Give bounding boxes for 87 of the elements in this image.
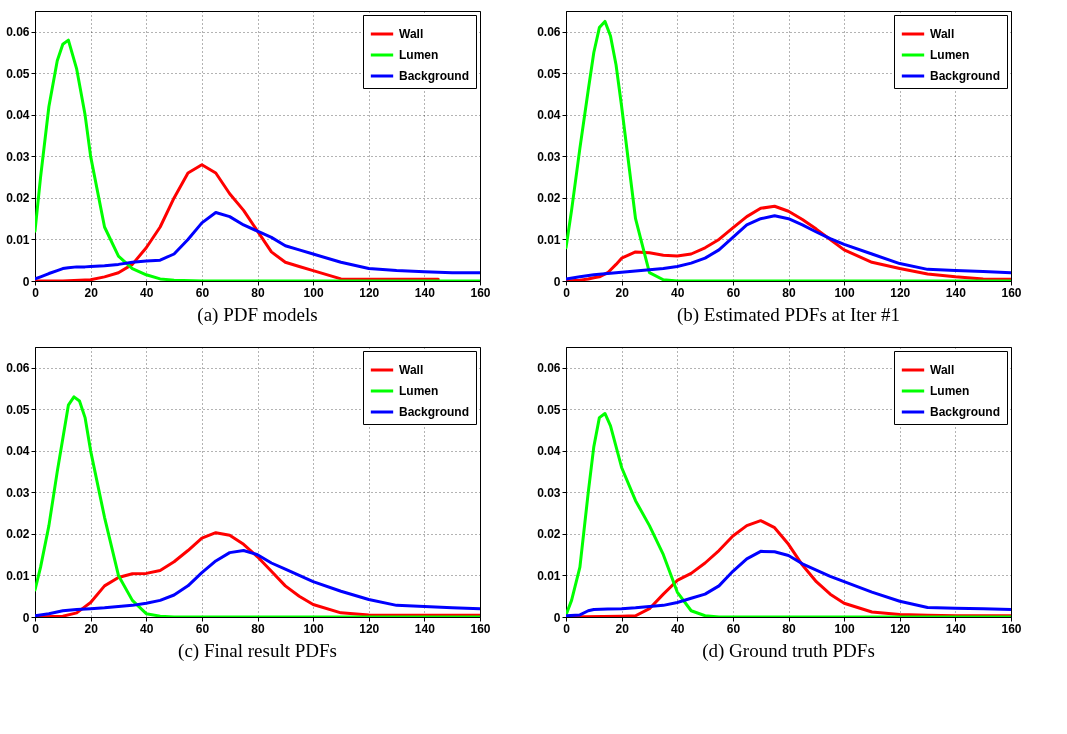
y-tick-label: 0.01 xyxy=(6,568,30,583)
x-tick-label: 60 xyxy=(726,285,741,300)
y-tick-label: 0.04 xyxy=(537,108,561,123)
y-tick-label: 0.06 xyxy=(6,361,30,376)
x-tick-label: 40 xyxy=(671,285,685,300)
y-tick-label: 0.03 xyxy=(537,149,561,164)
legend-label: Lumen xyxy=(930,48,970,62)
line-series xyxy=(35,38,480,281)
x-tick-label: 80 xyxy=(251,285,265,300)
x-tick-label: 140 xyxy=(414,621,436,636)
x-tick-label: 100 xyxy=(303,621,324,636)
y-tick-label: 0.05 xyxy=(6,402,30,417)
y-tick-label: 0.02 xyxy=(6,527,30,542)
y-tick-label: 0.02 xyxy=(537,527,561,542)
y-tick-label: 0.03 xyxy=(537,485,561,500)
x-tick-label: 160 xyxy=(470,285,491,300)
x-tick-label: 160 xyxy=(470,621,491,636)
legend-label: Wall xyxy=(399,27,424,41)
legend-label: Background xyxy=(930,69,1001,83)
y-tick-label: 0.06 xyxy=(6,25,30,40)
x-tick-label: 0 xyxy=(32,285,40,300)
x-tick-label: 80 xyxy=(782,285,796,300)
y-tick-label: 0.06 xyxy=(537,361,561,376)
x-tick-label: 80 xyxy=(782,621,796,636)
x-tick-label: 20 xyxy=(615,621,630,636)
text: (c) Final result PDFs xyxy=(178,640,337,662)
line-series xyxy=(35,549,480,617)
y-tick-label: 0.05 xyxy=(537,66,561,81)
x-tick-label: 0 xyxy=(563,621,571,636)
x-tick-label: 40 xyxy=(140,621,154,636)
legend-label: Background xyxy=(930,405,1001,419)
legend-label: Lumen xyxy=(399,384,439,398)
legend-label: Lumen xyxy=(399,48,439,62)
legend-label: Lumen xyxy=(930,384,970,398)
line-series xyxy=(35,163,440,281)
y-tick-label: 0.05 xyxy=(6,66,30,81)
x-tick-label: 140 xyxy=(945,285,967,300)
legend-label: Background xyxy=(399,405,470,419)
line-series xyxy=(35,395,480,617)
y-tick-label: 0.04 xyxy=(6,108,30,123)
text: (a) PDF models xyxy=(197,304,318,326)
legend-label: Wall xyxy=(399,363,424,377)
y-tick-label: 0.06 xyxy=(537,25,561,40)
legend-label: Wall xyxy=(930,27,955,41)
y-tick-label: 0 xyxy=(22,610,30,625)
x-tick-label: 20 xyxy=(615,285,630,300)
x-tick-label: 40 xyxy=(671,621,685,636)
x-tick-label: 60 xyxy=(726,621,741,636)
x-tick-label: 140 xyxy=(945,621,967,636)
legend-label: Wall xyxy=(930,363,955,377)
y-tick-label: 0.03 xyxy=(6,149,30,164)
line-series xyxy=(566,19,1011,281)
legend-label: Background xyxy=(399,69,470,83)
x-tick-label: 120 xyxy=(890,285,911,300)
y-tick-label: 0.02 xyxy=(6,191,30,206)
x-tick-label: 60 xyxy=(195,285,210,300)
y-tick-label: 0.01 xyxy=(537,568,561,583)
y-tick-label: 0.03 xyxy=(6,485,30,500)
x-tick-label: 20 xyxy=(84,621,99,636)
x-tick-label: 100 xyxy=(834,285,855,300)
x-tick-label: 120 xyxy=(890,621,911,636)
x-tick-label: 100 xyxy=(834,621,855,636)
x-tick-label: 20 xyxy=(84,285,99,300)
y-tick-label: 0.04 xyxy=(537,444,561,459)
x-tick-label: 80 xyxy=(251,621,265,636)
x-tick-label: 0 xyxy=(32,621,40,636)
y-tick-label: 0 xyxy=(553,610,561,625)
x-tick-label: 120 xyxy=(359,285,380,300)
x-tick-label: 160 xyxy=(1001,621,1022,636)
y-tick-label: 0 xyxy=(22,274,30,289)
x-tick-label: 160 xyxy=(1001,285,1022,300)
y-tick-label: 0.05 xyxy=(537,402,561,417)
y-tick-label: 0.02 xyxy=(537,191,561,206)
y-tick-label: 0.01 xyxy=(6,232,30,247)
text: (d) Ground truth PDFs xyxy=(702,640,875,662)
x-tick-label: 0 xyxy=(563,285,571,300)
line-series xyxy=(35,210,480,281)
y-tick-label: 0.04 xyxy=(6,444,30,459)
line-series xyxy=(566,549,1011,617)
x-tick-label: 120 xyxy=(359,621,380,636)
y-tick-label: 0 xyxy=(553,274,561,289)
x-tick-label: 60 xyxy=(195,621,210,636)
text: (b) Estimated PDFs at Iter #1 xyxy=(676,304,901,326)
y-tick-label: 0.01 xyxy=(537,232,561,247)
x-tick-label: 140 xyxy=(414,285,436,300)
x-tick-label: 40 xyxy=(140,285,154,300)
x-tick-label: 100 xyxy=(303,285,324,300)
